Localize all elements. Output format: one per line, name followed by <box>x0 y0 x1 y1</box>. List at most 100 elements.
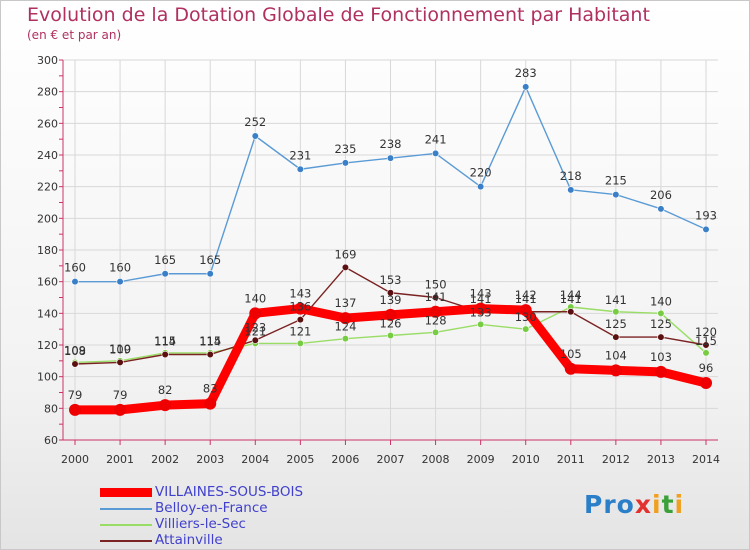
data-label-attainville: 114 <box>154 335 176 349</box>
data-point-villiers-le-sec <box>296 339 304 348</box>
data-label-attainville: 141 <box>470 292 492 306</box>
y-tick-label: 140 <box>37 307 58 320</box>
data-point-belloy-en-france <box>71 278 79 286</box>
data-point-villaines-sous-bois <box>249 307 262 320</box>
data-point-belloy-en-france <box>296 165 304 173</box>
data-label-villiers-le-sec: 140 <box>650 294 672 308</box>
data-point-villiers-le-sec <box>386 331 395 340</box>
data-label-villiers-le-sec: 144 <box>560 288 582 302</box>
data-label-attainville: 123 <box>244 320 266 334</box>
y-tick-label: 260 <box>37 117 58 130</box>
data-point-attainville <box>567 308 575 316</box>
data-label-attainville: 141 <box>560 292 582 306</box>
data-label-villiers-le-sec: 115 <box>154 334 176 348</box>
x-tick-label: 2003 <box>196 453 224 466</box>
data-point-belloy-en-france <box>522 83 530 91</box>
data-label-villiers-le-sec: 133 <box>470 305 492 319</box>
x-tick-label: 2002 <box>151 453 179 466</box>
x-tick-label: 2001 <box>106 453 134 466</box>
data-label-attainville: 125 <box>650 317 672 331</box>
data-label-villiers-le-sec: 115 <box>199 334 221 348</box>
data-point-villaines-sous-bois <box>339 312 352 325</box>
data-label-attainville: 150 <box>425 278 447 292</box>
data-label-villaines-sous-bois: 140 <box>244 291 266 305</box>
data-point-attainville <box>71 360 79 368</box>
data-label-villiers-le-sec: 128 <box>425 313 447 327</box>
logo-letter: o <box>616 490 635 519</box>
legend-label-villiers-le-sec: Villiers-le-Sec <box>155 516 246 532</box>
data-label-villiers-le-sec: 126 <box>380 317 402 331</box>
data-point-attainville <box>431 293 440 302</box>
data-label-villaines-sous-bois: 141 <box>425 290 447 304</box>
data-point-belloy-en-france <box>161 270 169 278</box>
data-label-villiers-le-sec: 141 <box>605 293 627 307</box>
data-point-villaines-sous-bois <box>700 377 712 389</box>
y-tick-label: 60 <box>44 434 58 447</box>
data-label-belloy-en-france: 252 <box>244 115 266 129</box>
data-point-villaines-sous-bois <box>429 305 442 318</box>
x-tick-label: 2004 <box>241 453 269 466</box>
data-label-villaines-sous-bois: 143 <box>289 287 311 301</box>
data-label-villiers-le-sec: 124 <box>334 320 356 334</box>
data-label-villiers-le-sec: 115 <box>695 334 717 348</box>
x-tick-label: 2008 <box>422 453 450 466</box>
data-label-belloy-en-france: 238 <box>380 137 402 151</box>
data-label-villaines-sous-bois: 79 <box>113 388 128 402</box>
logo-letter: t <box>661 490 675 519</box>
data-label-belloy-en-france: 231 <box>289 148 311 162</box>
proxiti-logo: Proxiti <box>584 490 684 519</box>
data-point-belloy-en-france <box>386 154 395 162</box>
legend-swatch-villiers-le-sec <box>100 524 152 526</box>
data-point-attainville <box>386 289 395 297</box>
data-label-belloy-en-france: 193 <box>695 208 717 222</box>
legend-swatch-belloy-en-france <box>100 508 152 510</box>
x-tick-label: 2007 <box>377 453 405 466</box>
data-point-attainville <box>161 350 169 359</box>
logo-letter: i <box>652 490 662 519</box>
data-label-attainville: 120 <box>695 325 717 339</box>
data-point-villiers-le-sec <box>612 308 620 316</box>
data-label-villaines-sous-bois: 139 <box>380 293 402 307</box>
data-label-attainville: 153 <box>380 273 402 287</box>
legend-swatch-attainville <box>100 540 152 542</box>
data-label-belloy-en-france: 215 <box>605 174 627 188</box>
data-label-belloy-en-france: 160 <box>109 261 131 275</box>
data-label-belloy-en-france: 160 <box>64 261 86 275</box>
data-point-belloy-en-france <box>206 270 214 278</box>
data-label-belloy-en-france: 235 <box>334 142 356 156</box>
data-label-villiers-le-sec: 109 <box>64 343 86 357</box>
data-point-villaines-sous-bois <box>114 403 127 416</box>
data-point-attainville <box>251 336 259 344</box>
data-point-attainville <box>612 333 620 341</box>
data-label-attainville: 136 <box>289 300 311 314</box>
data-label-belloy-en-france: 165 <box>154 253 176 267</box>
data-point-villaines-sous-bois <box>294 302 307 315</box>
data-point-villiers-le-sec <box>657 309 665 317</box>
chart-title: Evolution de la Dotation Globale de Fonc… <box>27 4 650 26</box>
data-label-attainville: 169 <box>334 247 356 261</box>
data-point-belloy-en-france <box>477 183 485 191</box>
data-label-villaines-sous-bois: 142 <box>515 288 537 302</box>
legend-swatch-villaines-sous-bois <box>100 488 152 497</box>
x-tick-label: 2005 <box>286 453 314 466</box>
data-point-villiers-le-sec <box>702 349 710 357</box>
data-label-attainville: 114 <box>199 335 221 349</box>
data-point-villaines-sous-bois <box>159 399 172 412</box>
x-tick-label: 2012 <box>602 453 630 466</box>
y-tick-label: 240 <box>37 149 58 162</box>
data-point-belloy-en-france <box>431 149 440 158</box>
legend-label-attainville: Attainville <box>155 532 223 548</box>
y-tick-label: 300 <box>37 54 58 67</box>
y-tick-label: 200 <box>37 212 58 225</box>
x-tick-label: 2009 <box>467 453 495 466</box>
x-tick-label: 2000 <box>61 453 89 466</box>
data-label-belloy-en-france: 220 <box>470 166 492 180</box>
data-point-villaines-sous-bois <box>69 403 81 416</box>
x-tick-label: 2011 <box>557 453 585 466</box>
data-label-villiers-le-sec: 110 <box>109 342 131 356</box>
logo-letter: x <box>634 490 652 519</box>
data-label-attainville: 125 <box>605 317 627 331</box>
data-label-villiers-le-sec: 130 <box>515 310 537 324</box>
data-label-belloy-en-france: 206 <box>650 188 672 202</box>
